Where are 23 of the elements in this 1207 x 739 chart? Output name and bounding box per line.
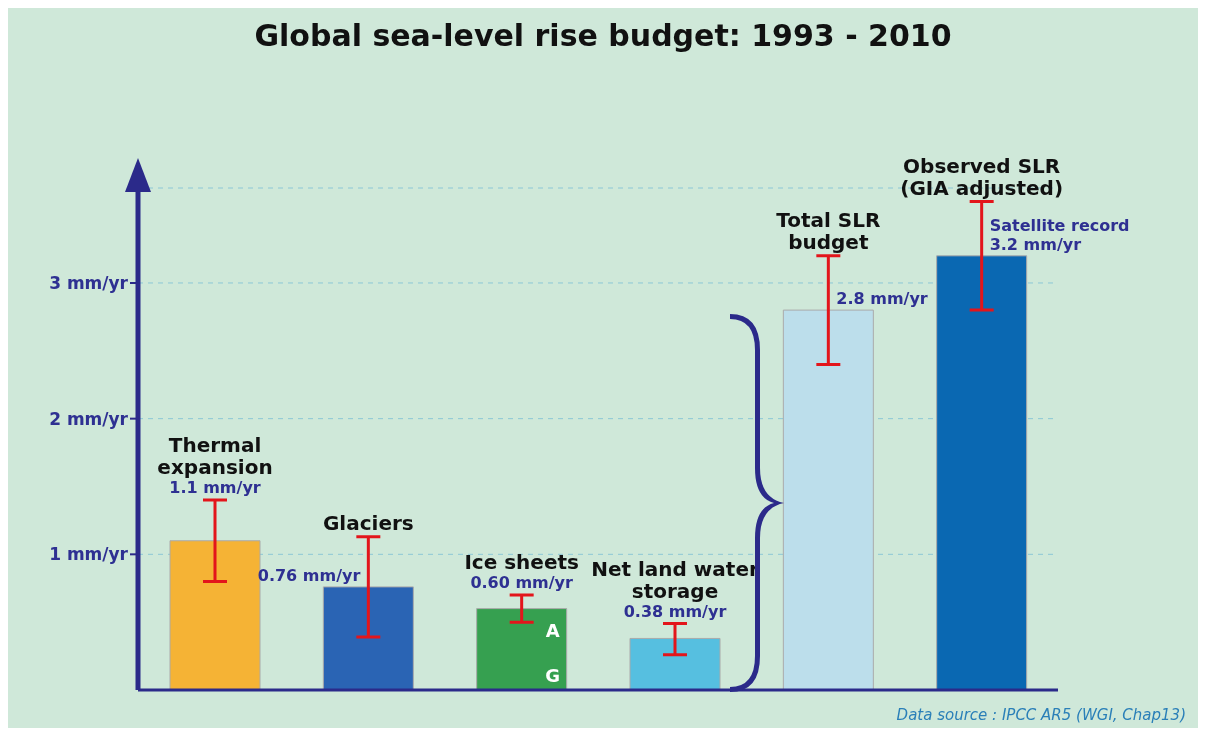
- x-tick-label: Glaciers: [322, 510, 414, 535]
- data-label: 1.1 mm/yr: [169, 478, 261, 498]
- data-label: 3.2 mm/yr: [989, 234, 1082, 254]
- x-tick-label: Net land water storage: [591, 556, 759, 603]
- annotation: G: [545, 665, 561, 686]
- y-tick-label: 2 mm/yr: [49, 408, 129, 429]
- annotation: Satellite record: [989, 215, 1130, 235]
- x-tick-label: Total SLR budget: [776, 207, 881, 254]
- data-label: 0.60 mm/yr: [470, 573, 574, 593]
- x-tick-label: Ice sheets: [464, 550, 579, 575]
- bar: [476, 608, 568, 690]
- data-label: 0.38 mm/yr: [623, 601, 727, 621]
- y-tick-label: 3 mm/yr: [49, 273, 129, 294]
- x-tick-label: Thermal expansion: [157, 433, 273, 480]
- bar: [629, 637, 721, 690]
- source-note: Data source : IPCC AR5 (WGI, Chap13): [896, 706, 1186, 724]
- x-tick-label: Observed SLR (GIA adjusted): [900, 153, 1064, 200]
- bar: [322, 586, 414, 690]
- y-tick-label: 1 mm/yr: [49, 544, 129, 565]
- annotation: A: [545, 619, 560, 641]
- chart-title: Global sea-level rise budget: 1993 - 2010: [253, 17, 953, 55]
- data-label: 2.8 mm/yr: [836, 289, 928, 309]
- bar: [936, 255, 1028, 690]
